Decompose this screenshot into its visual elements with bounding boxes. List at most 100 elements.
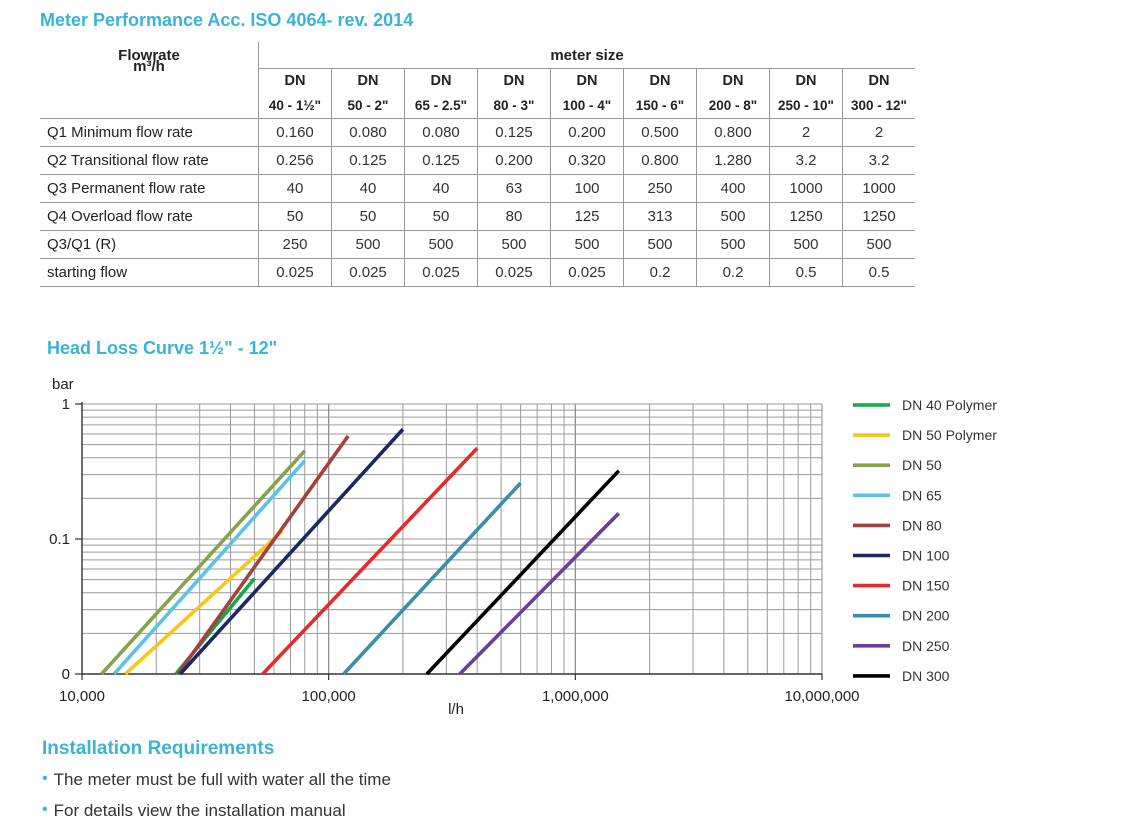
legend-item: DN 100 (853, 548, 950, 564)
table-cell: 3.2 (842, 146, 915, 175)
dn-label: DN (258, 68, 332, 92)
performance-table: Flowrate meter size m³/h DN DN DN DN DN … (40, 42, 915, 287)
table-cell: 0.256 (258, 146, 332, 175)
table-cell: 0.025 (258, 258, 332, 287)
legend-item: DN 300 (853, 668, 950, 684)
table-cell: 0.125 (477, 118, 551, 147)
table-cell: 50 (404, 202, 478, 231)
table-cell: 250 (623, 174, 697, 203)
meter-size-col: 150 - 6" (623, 92, 697, 119)
table-cell: 1250 (842, 202, 915, 231)
dn-label: DN (696, 68, 770, 92)
row-label: Q1 Minimum flow rate (40, 118, 259, 147)
table-cell: 0.125 (404, 146, 478, 175)
table-cell: 0.160 (258, 118, 332, 147)
series-line (342, 481, 522, 676)
dn-label: DN (550, 68, 624, 92)
table-cell: 313 (623, 202, 697, 231)
legend-label: DN 150 (902, 578, 950, 594)
table-cell: 0.025 (331, 258, 405, 287)
legend-label: DN 200 (902, 608, 950, 624)
table-cell: 0.025 (404, 258, 478, 287)
x-tick-label: 10,000,000 (784, 688, 859, 705)
x-axis-label: l/h (448, 701, 464, 718)
table-cell: 0.5 (769, 258, 843, 287)
chart-title: Head Loss Curve 1½" - 12" (47, 338, 278, 358)
table-cell: 500 (696, 202, 770, 231)
row-label: Q3/Q1 (R) (40, 230, 259, 259)
table-cell: 0.500 (623, 118, 697, 147)
table-cell: 1000 (842, 174, 915, 203)
meter-size-col: 300 - 12" (842, 92, 915, 119)
legend-label: DN 100 (902, 548, 950, 564)
table-cell: 500 (769, 230, 843, 259)
flowrate-unit: m³/h (133, 58, 165, 76)
chart-legend: DN 40 Polymer DN 50 Polymer DN 50 DN 65 DN 8… (853, 397, 997, 684)
installation-list: • The meter must be full with water all … (42, 770, 391, 832)
row-label: Q2 Transitional flow rate (40, 146, 259, 175)
legend-label: DN 300 (902, 668, 950, 684)
table-cell: 50 (258, 202, 332, 231)
series-line (425, 469, 621, 676)
page-title: Meter Performance Acc. ISO 4064- rev. 20… (40, 10, 414, 30)
table-cell: 40 (404, 174, 478, 203)
table-cell: 0.080 (331, 118, 405, 147)
table-cell: 1.280 (696, 146, 770, 175)
table-row: Q3 Permanent flow rate 40 40 40 63 100 2… (40, 174, 915, 203)
row-label: Q4 Overload flow rate (40, 202, 259, 231)
table-cell: 1000 (769, 174, 843, 203)
legend-item: DN 200 (853, 608, 950, 624)
legend-item: DN 150 (853, 578, 950, 594)
table-cell: 0.2 (623, 258, 697, 287)
x-tick-label: 1,000,000 (542, 688, 609, 705)
y-tick-label: 0.1 (49, 531, 70, 548)
row-label: Q3 Permanent flow rate (40, 174, 259, 203)
table-cell: 40 (331, 174, 405, 203)
legend-item: DN 250 (853, 638, 950, 654)
meter-size-col: 40 - 1½" (258, 92, 332, 119)
series-line (100, 449, 307, 676)
table-cell: 500 (404, 230, 478, 259)
row-label: starting flow (40, 258, 259, 287)
table-row: Q1 Minimum flow rate 0.160 0.080 0.080 0… (40, 118, 915, 147)
x-tick-label: 100,000 (302, 688, 356, 705)
dn-label: DN (331, 68, 405, 92)
table-row: Q3/Q1 (R) 250 500 500 500 500 500 500 50… (40, 230, 915, 259)
table-cell: 0.080 (404, 118, 478, 147)
table-cell: 0.800 (623, 146, 697, 175)
y-tick-label: 0 (62, 666, 70, 683)
table-cell: 500 (842, 230, 915, 259)
table-cell: 250 (258, 230, 332, 259)
table-cell: 1250 (769, 202, 843, 231)
table-cell: 2 (842, 118, 915, 147)
table-row: starting flow 0.025 0.025 0.025 0.025 0.… (40, 258, 915, 287)
series-line (458, 512, 621, 676)
table-cell: 0.025 (550, 258, 624, 287)
dn-label: DN (404, 68, 478, 92)
legend-label: DN 40 Polymer (902, 397, 997, 413)
legend-label: DN 50 Polymer (902, 427, 997, 443)
table-row: Q4 Overload flow rate 50 50 50 80 125 31… (40, 202, 915, 231)
table-cell: 2 (769, 118, 843, 147)
table-row: Q2 Transitional flow rate 0.256 0.125 0.… (40, 146, 915, 175)
dn-label: DN (623, 68, 697, 92)
table-cell: 0.800 (696, 118, 770, 147)
chart-grid (81, 403, 823, 675)
flowrate-unit-cell: m³/h (40, 58, 259, 92)
flowrate-header: Flowrate (40, 42, 259, 69)
legend-item: DN 50 Polymer (853, 427, 997, 443)
list-item-text: For details view the installation manual (53, 801, 346, 820)
table-cell: 125 (550, 202, 624, 231)
bullet-icon: • (42, 801, 48, 818)
table-cell: 0.125 (331, 146, 405, 175)
table-cell: 0.200 (550, 118, 624, 147)
installation-title: Installation Requirements (42, 738, 275, 759)
head-loss-chart: 1 0.1 0 bar 10,000 100,000 1,000,000 10,000,000… (49, 376, 997, 718)
chart-series (100, 428, 621, 676)
table-cell: 80 (477, 202, 551, 231)
legend-item: DN 40 Polymer (853, 397, 997, 413)
legend-label: DN 65 (902, 487, 942, 503)
legend-item: DN 80 (853, 517, 942, 533)
list-item: • The meter must be full with water all … (42, 770, 391, 801)
meter-size-col: 80 - 3" (477, 92, 551, 119)
